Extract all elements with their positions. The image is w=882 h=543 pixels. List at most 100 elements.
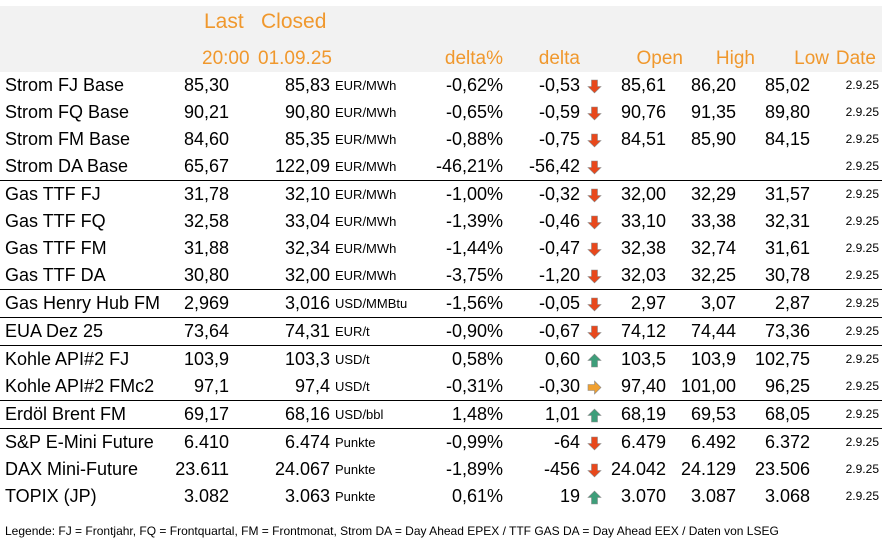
row-name: Strom DA Base <box>5 156 129 176</box>
high-value: 32,74 <box>690 238 736 258</box>
last-value: 23.611 <box>175 459 229 479</box>
unit-label: USD/bbl <box>330 400 427 429</box>
delta-pct-value: -3,75% <box>445 265 503 285</box>
header-high: High <box>715 48 755 69</box>
delta-pct-value: -0,62% <box>445 75 503 95</box>
delta-value: 1,01 <box>503 400 580 429</box>
table-row: Kohle API#2 FMc2 97,1 97,4 USD/t -0,31% -0,30… <box>0 373 882 401</box>
arrow-down-icon <box>580 289 608 318</box>
delta-pct-value: -0,99% <box>427 428 503 456</box>
open-value: 32,00 <box>608 180 666 208</box>
low-value: 3.068 <box>764 486 810 506</box>
open-value: 24.042 <box>610 459 666 479</box>
high-value: 85,90 <box>690 129 736 149</box>
open-value: 32,38 <box>620 238 666 258</box>
table-row: Strom DA Base 65,67 122,09 EUR/MWh -46,21% -5… <box>0 153 882 181</box>
row-name: Gas TTF DA <box>5 265 106 285</box>
delta-value: -0,53 <box>538 75 580 95</box>
open-value: 90,76 <box>620 102 666 122</box>
arrow-up-icon <box>580 345 608 373</box>
arrow-down-icon <box>580 208 608 235</box>
row-name: Kohle API#2 FMc2 <box>5 376 155 396</box>
date-value: 2.9.25 <box>845 489 879 503</box>
low-value: 2,87 <box>736 289 810 318</box>
high-value: 24.129 <box>680 459 736 479</box>
high-value: 3,07 <box>666 289 736 318</box>
closed-value: 74,31 <box>229 317 330 346</box>
closed-value: 33,04 <box>284 211 330 231</box>
delta-value: -0,32 <box>503 180 580 208</box>
unit-label: USD/t <box>330 345 427 373</box>
row-name: Strom FM Base <box>5 129 131 149</box>
low-value: 89,80 <box>764 102 810 122</box>
delta-value: -0,67 <box>503 317 580 346</box>
row-name: Erdöl Brent FM <box>0 400 175 429</box>
low-value: 102,75 <box>736 345 810 373</box>
delta-value: -0,59 <box>538 102 580 122</box>
table-row: Strom FJ Base 85,30 85,83 EUR/MWh -0,62% -0,5… <box>0 72 882 99</box>
header-low: Low <box>794 48 829 69</box>
low-value: 32,31 <box>764 211 810 231</box>
arrow-up-icon <box>580 400 608 429</box>
table-row: Strom FQ Base 90,21 90,80 EUR/MWh -0,65% -0,5… <box>0 99 882 126</box>
date-value: 2.9.25 <box>845 462 879 476</box>
delta-pct-value: -0,31% <box>445 376 503 396</box>
arrow-down-icon <box>580 235 608 262</box>
open-value: 6.479 <box>608 428 666 456</box>
delta-pct-value: -46,21% <box>435 156 503 176</box>
delta-value: -64 <box>503 428 580 456</box>
last-value: 84,60 <box>183 129 229 149</box>
unit-label: EUR/MWh <box>335 214 397 229</box>
data-table: Strom FJ Base 85,30 85,83 EUR/MWh -0,62% -0,5… <box>0 72 882 510</box>
table-row: TOPIX (JP) 3.082 3.063 Punkte 0,61% 19 3.070 3.… <box>0 483 882 510</box>
row-name: Gas Henry Hub FM <box>0 289 175 318</box>
closed-value: 90,80 <box>284 102 330 122</box>
delta-pct-value: -0,90% <box>427 317 503 346</box>
row-name: EUA Dez 25 <box>0 317 175 346</box>
closed-value: 32,10 <box>229 180 330 208</box>
low-value: 84,15 <box>764 129 810 149</box>
unit-label: EUR/MWh <box>335 78 397 93</box>
arrow-down-icon <box>580 126 608 153</box>
last-value: 69,17 <box>175 400 229 429</box>
last-value: 31,78 <box>175 180 229 208</box>
arrow-up-icon <box>580 483 608 510</box>
open-value: 33,10 <box>620 211 666 231</box>
date-value: 2.9.25 <box>810 345 882 373</box>
date-value: 2.9.25 <box>810 180 882 208</box>
arrow-down-icon <box>580 72 608 99</box>
delta-value: 19 <box>559 486 580 506</box>
unit-label: EUR/MWh <box>335 159 397 174</box>
closed-value: 97,4 <box>294 376 330 396</box>
date-value: 2.9.25 <box>810 317 882 346</box>
high-value: 91,35 <box>690 102 736 122</box>
arrow-down-icon <box>580 180 608 208</box>
delta-pct-value: -1,00% <box>427 180 503 208</box>
header-closed: Closed <box>261 10 327 33</box>
delta-value: -0,05 <box>503 289 580 318</box>
last-value: 90,21 <box>183 102 229 122</box>
arrow-down-icon <box>580 317 608 346</box>
table-row: Gas TTF FM 31,88 32,34 EUR/MWh -1,44% -0,47 32… <box>0 235 882 262</box>
open-value <box>608 153 666 181</box>
legend-text: Legende: FJ = Frontjahr, FQ = Frontquart… <box>5 524 779 538</box>
date-value: 2.9.25 <box>845 159 879 173</box>
date-value: 2.9.25 <box>845 379 879 393</box>
arrow-down-icon <box>580 428 608 456</box>
high-value: 32,29 <box>666 180 736 208</box>
closed-value: 32,34 <box>284 238 330 258</box>
date-value: 2.9.25 <box>845 132 879 146</box>
last-value: 103,9 <box>175 345 229 373</box>
last-value: 85,30 <box>183 75 229 95</box>
row-name: Strom FJ Base <box>5 75 125 95</box>
date-value: 2.9.25 <box>845 241 879 255</box>
unit-label: Punkte <box>335 462 376 477</box>
last-value: 3.082 <box>183 486 229 506</box>
delta-value: -0,75 <box>538 129 580 149</box>
last-value: 97,1 <box>193 376 229 396</box>
header-band <box>0 6 882 72</box>
last-value: 30,80 <box>183 265 229 285</box>
high-value: 33,38 <box>690 211 736 231</box>
low-value: 31,61 <box>764 238 810 258</box>
